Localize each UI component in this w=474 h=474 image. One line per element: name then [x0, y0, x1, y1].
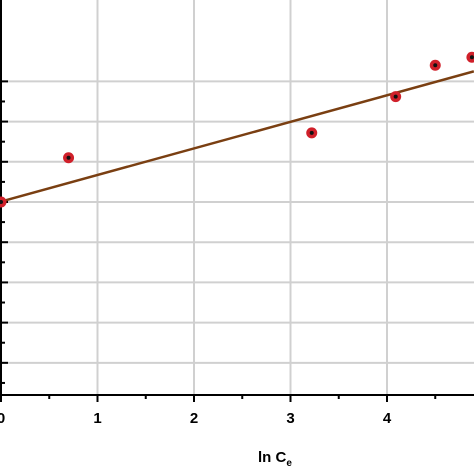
data-point-center — [433, 63, 438, 68]
x-tick-label: 1 — [93, 410, 101, 427]
fit-line — [0, 70, 474, 203]
data-point — [0, 196, 7, 208]
x-axis-title-subscript: e — [286, 458, 292, 469]
x-tick-label: 2 — [190, 410, 198, 427]
data-point — [390, 91, 402, 103]
data-point-center — [309, 130, 314, 135]
data-point-center — [393, 94, 398, 99]
x-axis-tick-marks — [0, 395, 437, 402]
data-point — [63, 152, 75, 164]
data-points — [0, 51, 474, 208]
grid — [1, 0, 474, 395]
x-tick-label: 3 — [286, 410, 294, 427]
y-axis-ticks — [1, 80, 8, 384]
data-point-center — [469, 55, 474, 60]
x-axis-title-main: ln C — [258, 449, 286, 466]
data-point-center — [0, 200, 3, 204]
x-tick-labels: 0 1 2 3 4 — [0, 410, 392, 427]
data-point — [429, 59, 441, 71]
x-axis-title: ln Ce — [258, 449, 292, 469]
x-tick-label: 0 — [0, 410, 5, 427]
x-tick-label: 4 — [383, 410, 392, 427]
data-point-center — [66, 155, 71, 160]
data-point — [306, 127, 318, 139]
data-point-marker — [0, 196, 7, 208]
data-point — [466, 51, 474, 63]
